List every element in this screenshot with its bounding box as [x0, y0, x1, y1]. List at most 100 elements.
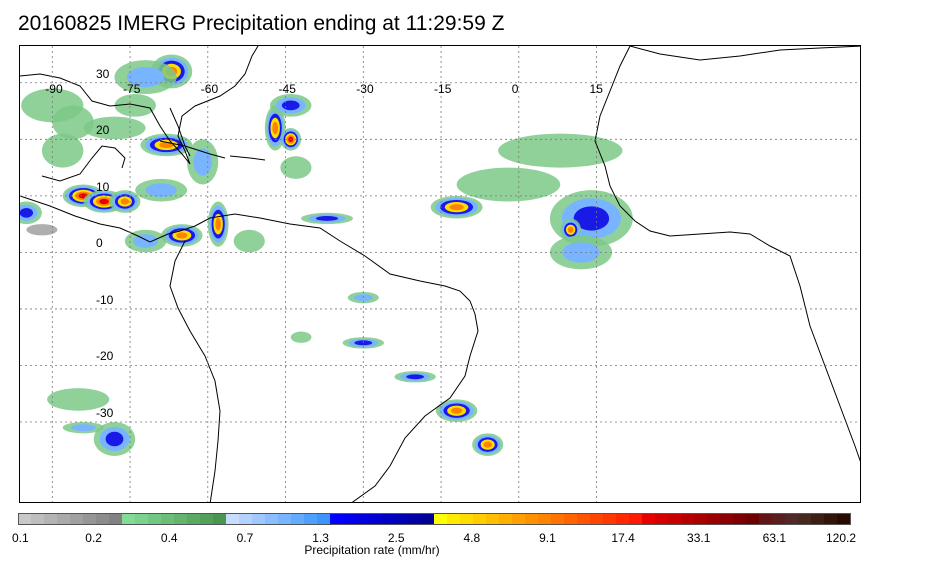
colorbar-label: 1.3 — [312, 531, 329, 545]
precip-band — [315, 216, 339, 221]
colorbar-cell — [265, 513, 279, 525]
colorbar-cell — [31, 513, 45, 525]
precip-puerto-rico — [187, 139, 219, 185]
colorbar-cell — [811, 513, 825, 525]
coastline-central-america — [20, 195, 196, 243]
precip-south-atlantic-front-4 — [472, 433, 504, 456]
precip-west-africa-coast — [430, 195, 483, 219]
precip-sahel — [498, 133, 623, 168]
colorbar-cell — [746, 513, 760, 525]
precip-itcz-atlantic — [301, 212, 353, 225]
colorbar-cell — [486, 513, 500, 525]
colorbar-cell — [538, 513, 552, 525]
colorbar-cell — [148, 513, 162, 525]
colorbar-cell — [291, 513, 305, 525]
longitude-label: 15 — [589, 82, 603, 96]
latitude-label: -20 — [96, 349, 114, 364]
gridlines — [20, 46, 860, 502]
precip-band — [483, 441, 492, 448]
colorbar-cell — [83, 513, 97, 525]
precip-amazon-mouth — [233, 229, 265, 253]
colorbar-cell — [772, 513, 786, 525]
longitude-label: -15 — [434, 82, 452, 96]
colorbar-cell — [616, 513, 630, 525]
precip-band — [41, 133, 84, 168]
colorbar-cell — [330, 513, 344, 525]
precip-band — [47, 388, 110, 411]
colorbar-cell — [369, 513, 383, 525]
precip-brazil-south — [290, 331, 312, 343]
colorbar-label: 17.4 — [611, 531, 635, 545]
colorbar-cell — [122, 513, 136, 525]
longitude-label: -60 — [200, 82, 219, 96]
colorbar-cell — [161, 513, 175, 525]
colorbar-cell — [668, 513, 682, 525]
colorbar-cell — [590, 513, 604, 525]
chart-title: 20160825 IMERG Precipitation ending at 1… — [18, 12, 505, 35]
colorbar-cell — [694, 513, 708, 525]
precip-band — [126, 66, 165, 88]
precip-band — [280, 156, 312, 179]
colorbar-cell — [434, 513, 448, 525]
colorbar-cell — [382, 513, 396, 525]
colorbar-cell — [239, 513, 253, 525]
coastline-south-america-west — [169, 240, 221, 502]
colorbar-cell — [213, 513, 227, 525]
precip-south-pacific-2 — [93, 422, 136, 456]
colorbar-label: 0.7 — [236, 531, 254, 545]
precip-band — [567, 226, 574, 233]
colorbar-cell — [226, 513, 240, 525]
precip-pacific-gray — [26, 224, 58, 236]
colorbar-cell — [421, 513, 435, 525]
precipitation-layer — [20, 54, 633, 456]
colorbar-cell — [837, 513, 851, 525]
colorbar-label: 33.1 — [687, 531, 711, 545]
precip-south-atlantic-front-2 — [394, 371, 436, 383]
longitude-label: -75 — [123, 82, 141, 96]
precip-band — [406, 374, 425, 380]
precip-south-pacific-1 — [47, 388, 110, 411]
coastline-africa-north — [594, 46, 860, 462]
precip-band — [573, 206, 610, 231]
map-canvas — [20, 46, 860, 502]
precip-south-atlantic-front-3 — [435, 399, 478, 423]
precip-venezuela-south — [161, 224, 203, 247]
colorbar-label: 2.5 — [387, 531, 405, 545]
coastline-africa-med — [629, 46, 860, 61]
colorbar-cell — [551, 513, 565, 525]
precip-gaston-core — [280, 127, 302, 151]
colorbar-label: 63.1 — [762, 531, 787, 545]
colorbar-cell — [252, 513, 266, 525]
precip-band — [176, 232, 188, 239]
precip-pacific-east — [20, 201, 42, 225]
colorbar-cell — [135, 513, 149, 525]
precip-band — [133, 234, 159, 248]
colorbar-label: 0.1 — [12, 531, 29, 545]
colorbar-cell — [473, 513, 487, 525]
colorbar-cell — [759, 513, 773, 525]
colorbar-cell — [109, 513, 123, 525]
colorbar-cell — [642, 513, 656, 525]
precip-band — [26, 224, 58, 236]
precip-gulf-east — [52, 105, 94, 140]
precip-southern-chile — [62, 422, 105, 434]
colorbar-cell — [564, 513, 578, 525]
longitude-label: -30 — [356, 82, 374, 96]
coastline-yucatan — [41, 145, 126, 182]
precip-band — [83, 116, 146, 140]
colorbar — [18, 513, 851, 525]
colorbar-cell — [460, 513, 474, 525]
latitude-label: 30 — [96, 66, 110, 81]
precip-venezuela-north — [135, 178, 188, 202]
precip-band — [498, 133, 623, 168]
precip-panama — [109, 190, 141, 213]
colorbar-cell — [733, 513, 747, 525]
colorbar-cell — [629, 513, 643, 525]
precip-band — [272, 121, 279, 135]
latitude-label: 10 — [96, 179, 110, 194]
colorbar-cell — [18, 513, 32, 525]
precip-band — [52, 105, 94, 140]
colorbar-cell — [603, 513, 617, 525]
colorbar-label: 0.2 — [85, 531, 102, 545]
colorbar-cell — [681, 513, 695, 525]
